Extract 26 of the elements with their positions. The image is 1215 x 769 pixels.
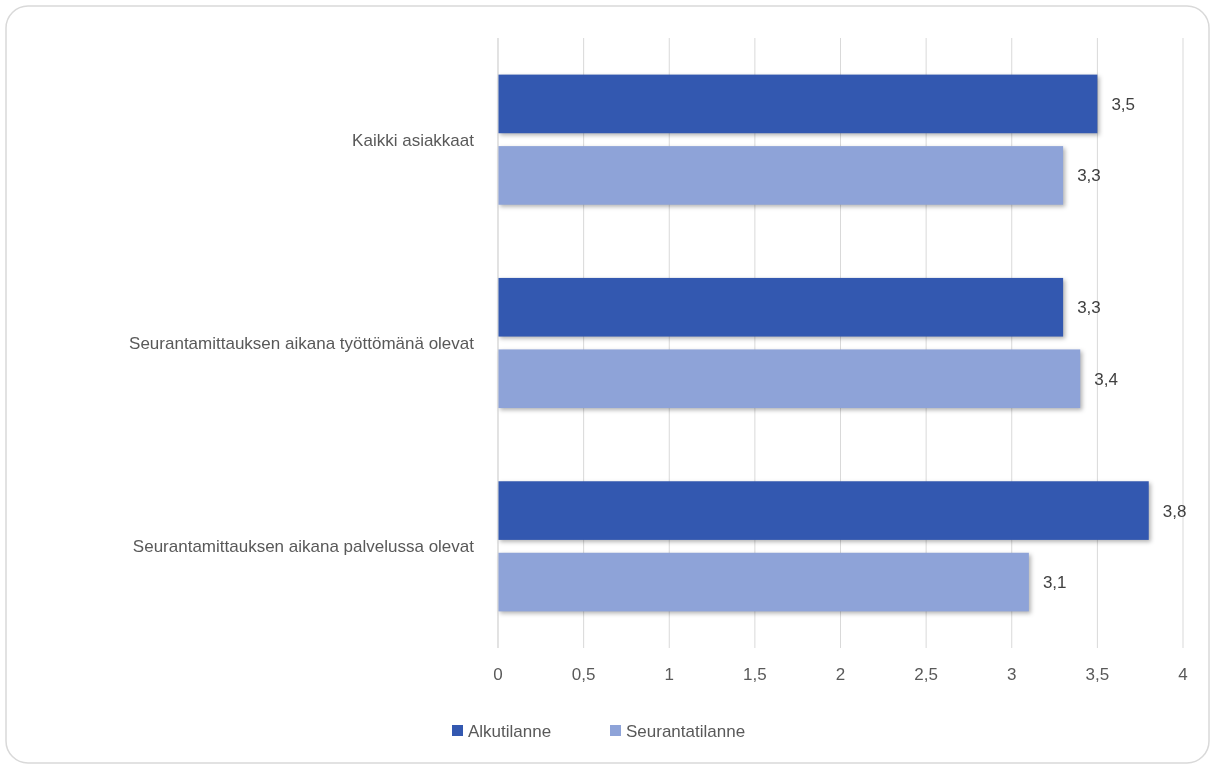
x-tick-label: 3 [1007, 665, 1017, 684]
x-tick-label: 0,5 [571, 665, 596, 684]
data-label: 3,3 [1077, 298, 1101, 318]
data-label: 3,1 [1042, 573, 1067, 593]
x-tick-label: 0 [493, 665, 503, 684]
legend-label: Seurantatilanne [626, 721, 746, 741]
x-tick-label: 2,5 [914, 665, 938, 684]
bar [498, 74, 1098, 134]
x-tick-label: 1,5 [743, 665, 767, 684]
data-label: 3,4 [1094, 369, 1118, 389]
data-label: 3,5 [1111, 94, 1136, 114]
bar [498, 146, 1064, 205]
x-tick-label: 2 [835, 665, 846, 684]
bar [498, 552, 1029, 612]
x-tick-label: 3,5 [1085, 665, 1110, 684]
bar [498, 349, 1081, 409]
data-label: 3,3 [1077, 166, 1101, 186]
legend-label: Alkutilanne [468, 721, 552, 741]
bar [498, 481, 1149, 540]
x-tick-label: 1 [664, 665, 674, 684]
y-tick-label: Kaikki asiakkaat [352, 130, 475, 150]
y-tick-label: Seurantamittauksen aikana palvelussa olevat [132, 537, 475, 557]
data-label: 3,8 [1162, 501, 1187, 521]
y-tick-label: Seurantamittauksen aikana työttömänä olevat [129, 333, 475, 353]
x-tick-label: 4 [1178, 665, 1188, 684]
bar [498, 277, 1064, 337]
